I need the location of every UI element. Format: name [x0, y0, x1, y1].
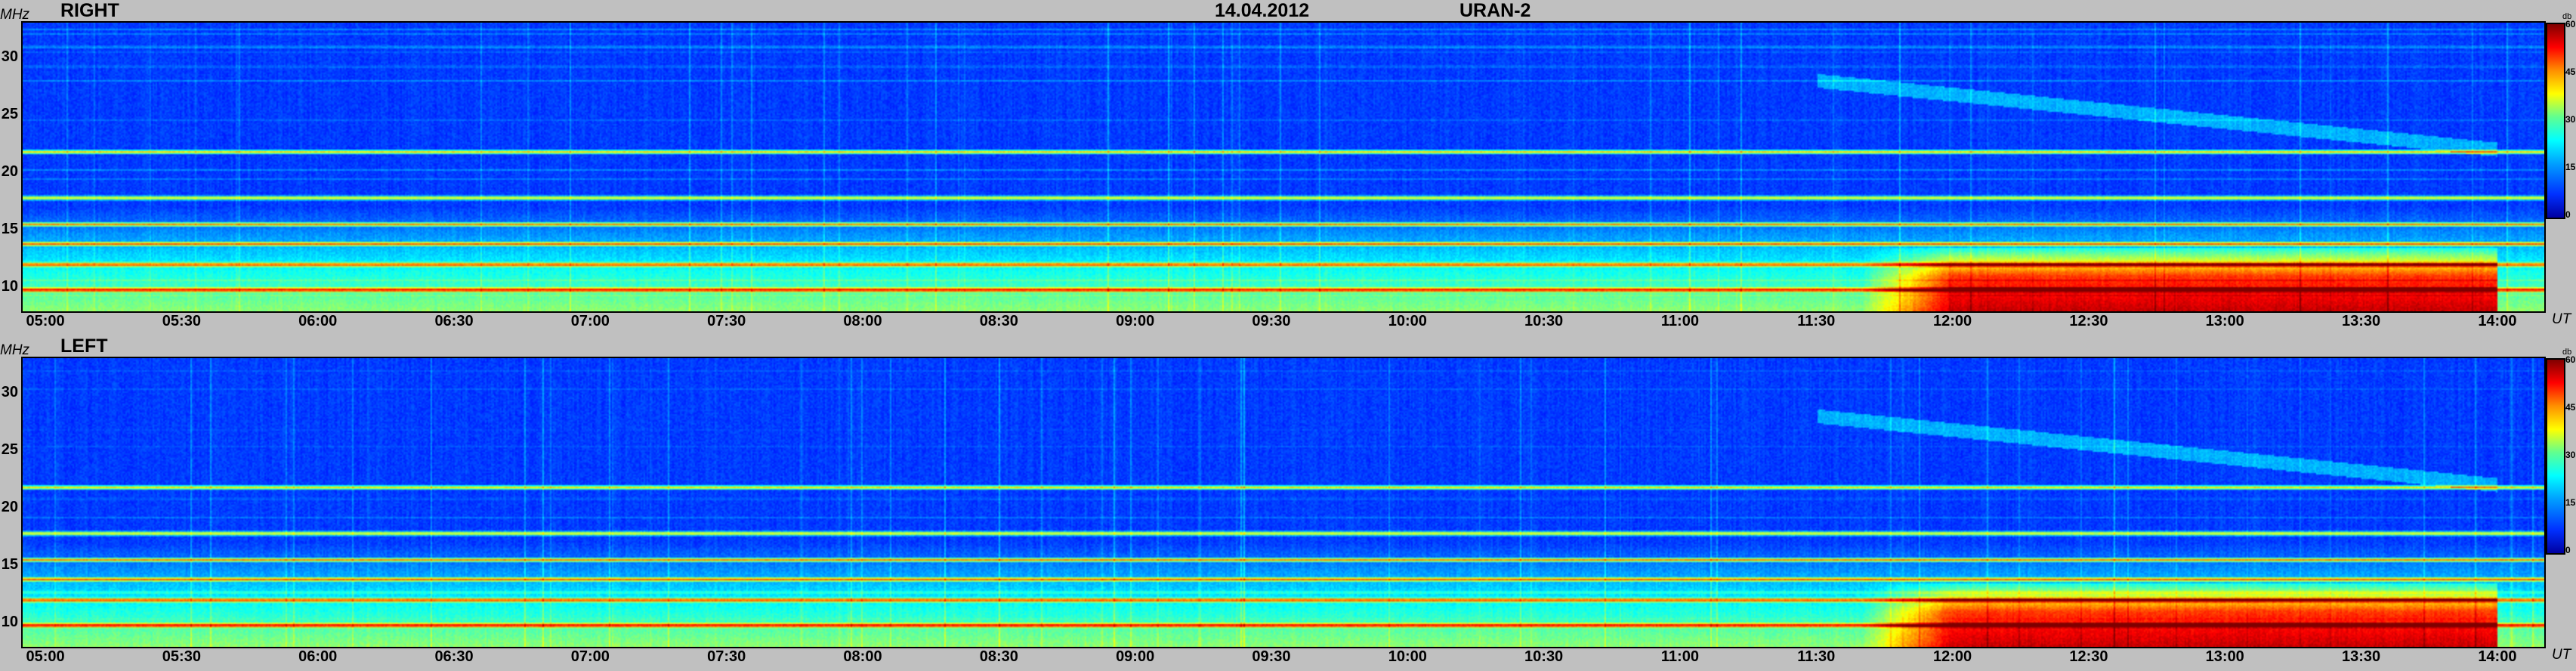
- colorbar-tick-label: 15: [2565, 162, 2576, 172]
- x-tick-label: 14:00: [2478, 313, 2517, 329]
- x-axis-unit: UT: [2552, 311, 2571, 327]
- x-tick-label: 13:00: [2205, 313, 2244, 329]
- x-tick-label: 12:30: [2069, 313, 2108, 329]
- x-tick-label: 11:00: [1660, 648, 1699, 665]
- y-tick-label: 25: [1, 105, 18, 122]
- colorbar-tick-label: 0: [2565, 545, 2571, 555]
- colorbar-tick-label: 15: [2565, 497, 2576, 508]
- x-tick-label: 12:30: [2069, 648, 2108, 665]
- y-tick-label: 30: [1, 48, 18, 65]
- x-tick-label: 09:30: [1252, 648, 1291, 665]
- y-axis-unit: MHz: [0, 7, 30, 23]
- colorbar-tick-label: 30: [2565, 450, 2576, 460]
- x-tick-label: 13:30: [2341, 648, 2381, 665]
- x-tick-label: 08:00: [843, 313, 882, 329]
- y-tick-label: 15: [1, 220, 18, 237]
- colorbar-tick-label: 30: [2565, 114, 2576, 125]
- x-tick-label: 07:00: [570, 313, 610, 329]
- x-tick-label: 13:30: [2341, 313, 2381, 329]
- colorbar-unit: db: [2562, 12, 2572, 21]
- x-tick-label: 06:30: [434, 648, 474, 665]
- y-tick-label: 30: [1, 383, 18, 400]
- colorbar: [2546, 358, 2565, 555]
- x-tick-label: 12:00: [1933, 313, 1972, 329]
- x-tick-label: 07:00: [570, 648, 610, 665]
- x-tick-label: 09:00: [1116, 313, 1155, 329]
- x-tick-label: 06:00: [298, 648, 338, 665]
- x-axis-unit: UT: [2552, 647, 2571, 663]
- x-tick-label: 08:30: [979, 648, 1018, 665]
- y-tick-label: 25: [1, 441, 18, 458]
- x-tick-label: 05:00: [26, 648, 65, 665]
- colorbar-tick-label: 60: [2565, 19, 2576, 29]
- panel-title: LEFT: [60, 336, 108, 357]
- y-tick-label: 10: [1, 277, 18, 295]
- x-tick-label: 07:30: [707, 313, 746, 329]
- x-tick-label: 10:30: [1524, 313, 1564, 329]
- x-tick-label: 09:00: [1116, 648, 1155, 665]
- y-tick-label: 15: [1, 555, 18, 573]
- spectrogram-panel-right: MHz RIGHT 14.04.2012 URAN-2 10 15 20 25 30 0…: [0, 0, 2576, 329]
- x-tick-label: 10:00: [1388, 648, 1427, 665]
- colorbar-unit: db: [2562, 348, 2572, 357]
- colorbar: [2546, 23, 2565, 219]
- spectrogram-panel-left: MHz LEFT 10 15 20 25 30 05:00 05:30 06:00 06:30…: [0, 336, 2576, 671]
- x-tick-label: 12:00: [1933, 648, 1972, 665]
- x-tick-label: 06:30: [434, 313, 474, 329]
- x-tick-label: 09:30: [1252, 313, 1291, 329]
- spectrogram-canvas: [23, 23, 2544, 311]
- colorbar-tick-label: 45: [2565, 402, 2576, 413]
- y-tick-label: 10: [1, 613, 18, 630]
- x-tick-label: 11:30: [1797, 648, 1836, 665]
- spectrogram-plot: [21, 21, 2546, 313]
- panel-title: RIGHT: [60, 0, 119, 21]
- colorbar-tick-label: 0: [2565, 209, 2571, 220]
- x-tick-label: 05:30: [162, 648, 201, 665]
- instrument-label: URAN-2: [1459, 0, 1531, 21]
- x-tick-label: 10:30: [1524, 648, 1564, 665]
- x-tick-label: 05:30: [162, 313, 201, 329]
- x-tick-label: 13:00: [2205, 648, 2244, 665]
- x-tick-label: 06:00: [298, 313, 338, 329]
- colorbar-tick-label: 60: [2565, 354, 2576, 365]
- spectrogram-plot: [21, 357, 2546, 648]
- colorbar-tick-label: 45: [2565, 66, 2576, 77]
- x-tick-label: 11:30: [1797, 313, 1836, 329]
- x-tick-label: 05:00: [26, 313, 65, 329]
- date-label: 14.04.2012: [1215, 0, 1310, 21]
- y-tick-label: 20: [1, 498, 18, 515]
- x-tick-label: 08:30: [979, 313, 1018, 329]
- y-tick-label: 20: [1, 162, 18, 180]
- x-tick-label: 08:00: [843, 648, 882, 665]
- x-tick-label: 07:30: [707, 648, 746, 665]
- y-axis-unit: MHz: [0, 342, 30, 358]
- x-tick-label: 14:00: [2478, 648, 2517, 665]
- x-tick-label: 11:00: [1660, 313, 1699, 329]
- spectrogram-canvas: [23, 358, 2544, 647]
- x-tick-label: 10:00: [1388, 313, 1427, 329]
